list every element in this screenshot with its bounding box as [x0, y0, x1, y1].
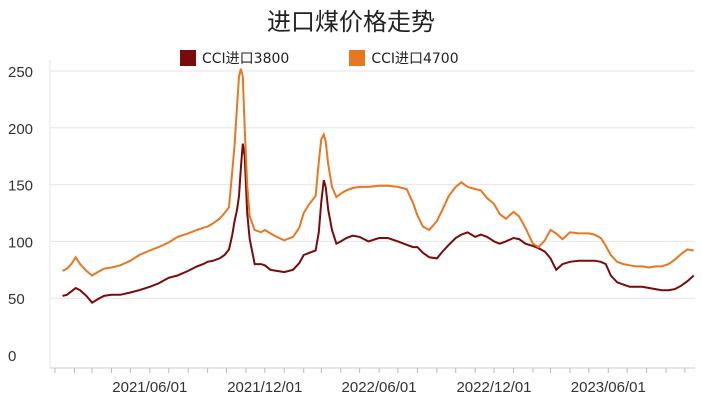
y-tick-label-200: 200 — [8, 121, 33, 138]
legend-swatch-series-1 — [180, 50, 196, 66]
legend-item-series-2[interactable]: CCI进口4700 — [349, 48, 459, 68]
y-tick-label-0: 0 — [8, 348, 16, 365]
x-tick-label-0: 2021/06/01 — [112, 379, 187, 396]
y-tick-label-150: 150 — [8, 178, 33, 195]
x-tick-label-4: 2023/06/01 — [571, 379, 646, 396]
y-tick-label-250: 250 — [8, 64, 33, 81]
series-line-1 — [62, 143, 695, 305]
legend: CCI进口3800 CCI进口4700 — [180, 46, 519, 70]
legend-label-series-2: CCI进口4700 — [371, 51, 459, 67]
x-tick-label-2: 2022/06/01 — [342, 379, 417, 396]
chart-title: 进口煤价格走势 — [267, 8, 435, 36]
y-tick-label-50: 50 — [8, 291, 25, 308]
y-tick-label-100: 100 — [8, 234, 33, 251]
series-line-2 — [62, 68, 694, 277]
x-tick-label-1: 2021/12/01 — [227, 379, 302, 396]
legend-item-series-1[interactable]: CCI进口3800 — [180, 48, 289, 68]
x-tick-label-3: 2022/12/01 — [456, 379, 531, 396]
legend-label-series-1: CCI进口3800 — [202, 51, 290, 67]
legend-swatch-series-2 — [349, 50, 366, 66]
